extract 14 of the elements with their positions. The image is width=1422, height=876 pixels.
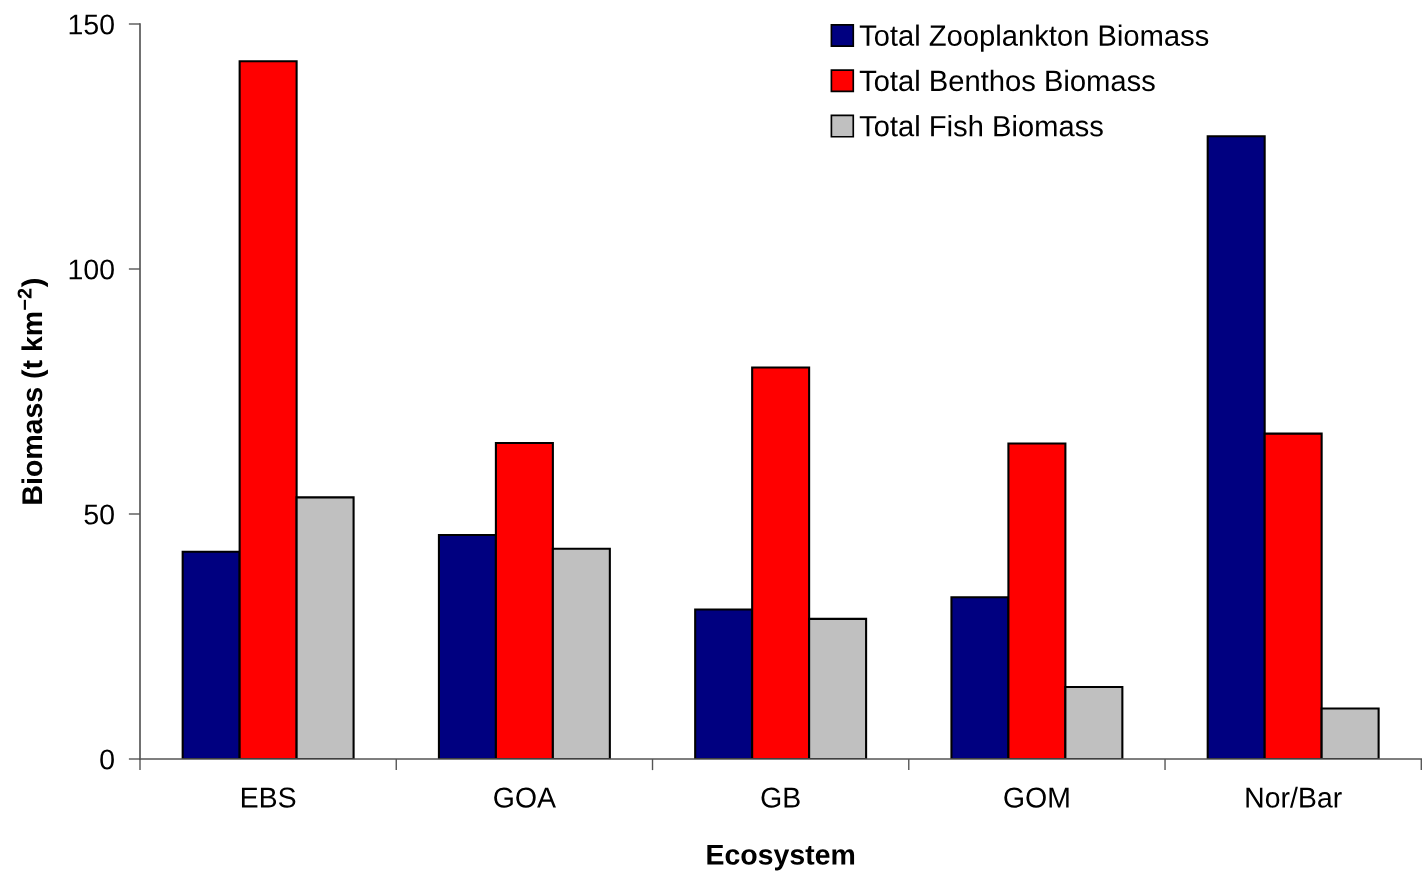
- y-tick-label: 150: [69, 14, 114, 35]
- y-tick-label: 50: [84, 504, 114, 525]
- x-tick-label: GOA: [494, 787, 556, 808]
- x-tick-label: EBS: [241, 787, 296, 808]
- x-axis-title: Ecosystem: [707, 844, 855, 871]
- y-axis-title: Biomass (t km$^{−2}$): [17, 279, 48, 504]
- legend-label: Total Zooplankton Biomass: [859, 24, 1209, 52]
- x-tick-label: GOM: [1004, 787, 1069, 808]
- legend-label: Total Fish Biomass: [859, 115, 1103, 137]
- x-tick-label: GB: [761, 787, 800, 808]
- y-tick-label: 0: [100, 749, 114, 770]
- y-tick-label: 100: [69, 259, 114, 280]
- legend-label: Total Benthos Biomass: [859, 69, 1155, 92]
- x-tick-label: Nor/Bar: [1246, 786, 1342, 808]
